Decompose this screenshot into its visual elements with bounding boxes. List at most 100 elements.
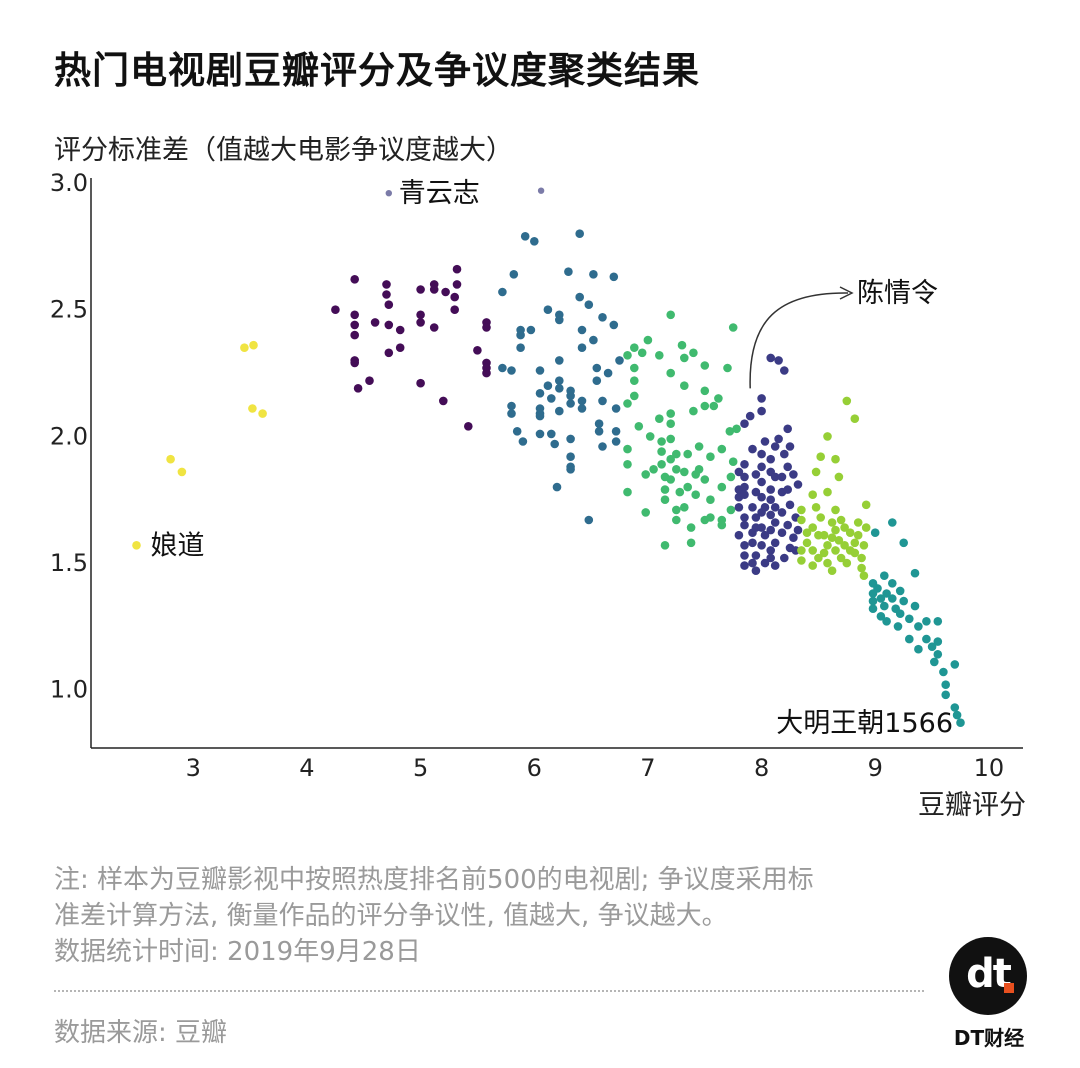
data-point <box>770 442 780 451</box>
data-point <box>895 586 905 596</box>
data-point <box>893 622 903 631</box>
data-point <box>657 447 666 456</box>
data-point <box>660 485 670 494</box>
data-point <box>880 601 889 611</box>
data-point <box>766 353 775 363</box>
data-point <box>766 525 775 535</box>
x-tick-label: 10 <box>974 754 1005 782</box>
data-point <box>482 323 491 332</box>
data-point <box>672 449 681 459</box>
data-point <box>520 232 530 241</box>
data-point <box>516 343 525 353</box>
data-point <box>766 454 775 464</box>
data-point <box>780 449 789 459</box>
data-point <box>689 406 698 416</box>
data-point <box>831 546 840 555</box>
data-point <box>550 439 559 449</box>
data-point <box>933 617 943 626</box>
data-point <box>132 541 141 550</box>
data-point <box>876 594 886 603</box>
data-point <box>566 434 575 444</box>
x-tick-label: 9 <box>868 754 883 782</box>
data-point <box>726 472 736 482</box>
data-point <box>740 513 749 522</box>
data-point <box>850 548 860 558</box>
data-point <box>836 515 846 525</box>
data-point <box>751 487 761 497</box>
data-point <box>816 452 825 462</box>
data-point <box>834 536 844 545</box>
data-point <box>623 399 632 408</box>
data-point <box>870 528 880 537</box>
data-point <box>666 310 675 320</box>
data-point <box>823 558 832 568</box>
data-point <box>598 313 607 322</box>
data-point <box>933 650 943 659</box>
data-point <box>672 465 681 474</box>
chart-title: 热门电视剧豆瓣评分及争议度聚类结果 <box>54 49 700 92</box>
data-point <box>382 290 391 299</box>
data-point <box>637 348 647 358</box>
data-point <box>450 305 460 315</box>
data-point <box>566 465 575 474</box>
data-point <box>850 414 860 424</box>
data-point <box>657 437 666 446</box>
data-point <box>385 190 392 197</box>
data-point <box>766 510 775 520</box>
data-point <box>780 366 789 375</box>
data-point <box>589 270 598 279</box>
data-point <box>240 343 249 353</box>
data-point <box>547 429 556 439</box>
x-tick-label: 5 <box>413 754 428 782</box>
data-point <box>249 340 258 350</box>
annotation-label: 大明王朝1566 <box>776 708 953 739</box>
data-point <box>857 563 866 573</box>
data-point <box>726 505 736 515</box>
data-point <box>732 424 741 434</box>
data-point <box>899 596 908 606</box>
data-point <box>783 462 792 472</box>
data-point <box>757 477 766 487</box>
y-tick-label: 1.0 <box>50 676 88 704</box>
y-tick-label: 1.5 <box>50 549 88 577</box>
data-point <box>740 460 749 469</box>
data-point <box>384 320 394 330</box>
data-point <box>677 340 687 350</box>
data-point <box>543 305 553 315</box>
data-point <box>802 538 812 548</box>
data-point <box>823 541 832 550</box>
data-point <box>831 525 840 535</box>
data-point <box>777 528 787 537</box>
data-point <box>723 363 732 373</box>
data-point <box>766 485 775 494</box>
y-tick-label: 3.0 <box>50 169 88 197</box>
data-point <box>797 515 806 525</box>
data-point <box>623 444 632 454</box>
data-points <box>132 187 965 727</box>
data-point <box>248 404 257 413</box>
data-point <box>797 546 806 555</box>
data-point <box>615 356 624 365</box>
data-point <box>802 528 812 537</box>
data-point <box>706 495 715 505</box>
data-point <box>507 401 516 411</box>
data-point <box>734 467 744 477</box>
data-point <box>611 427 621 436</box>
data-point <box>793 525 803 535</box>
arrow-head-icon <box>839 286 854 300</box>
data-point <box>700 475 710 484</box>
data-point <box>535 366 545 375</box>
data-point <box>757 394 766 403</box>
data-point <box>666 475 675 484</box>
data-point <box>439 396 448 406</box>
data-point <box>689 348 698 358</box>
data-point <box>598 442 607 451</box>
data-point <box>611 404 621 413</box>
data-point <box>888 518 897 527</box>
data-point <box>751 566 761 575</box>
data-point <box>780 553 789 563</box>
data-point <box>655 351 664 360</box>
data-point <box>452 264 462 274</box>
data-point <box>748 558 757 568</box>
data-point <box>700 386 710 396</box>
